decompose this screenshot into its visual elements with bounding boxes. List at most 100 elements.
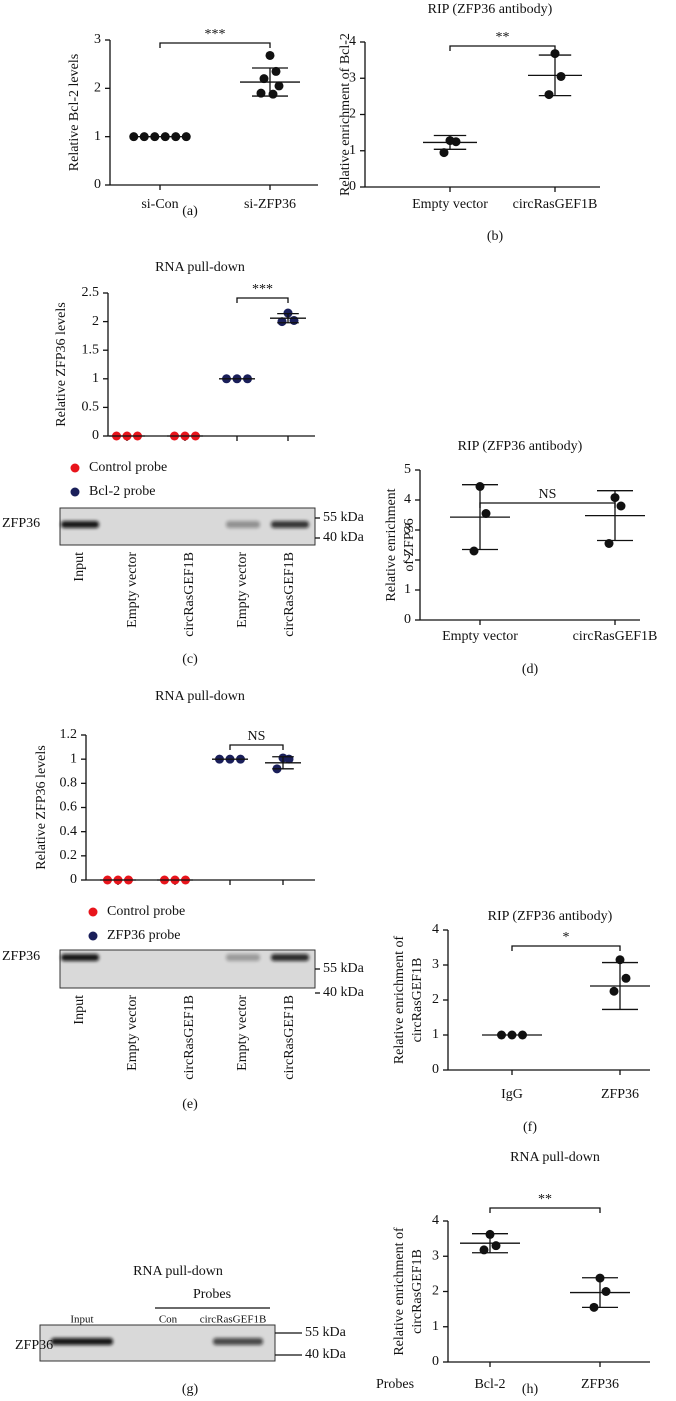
sd-bar — [462, 484, 498, 551]
x-tick-label: Bcl-2 — [474, 1377, 505, 1392]
x-tick-label: ZFP36 — [601, 1087, 639, 1102]
y-tick-label: 0 — [94, 177, 101, 192]
x-tick-label: si-Con — [141, 197, 178, 212]
panel-caption: (g) — [182, 1382, 199, 1397]
y-tick-label: 1 — [92, 371, 99, 386]
blot-band — [61, 954, 99, 961]
y-tick-label: 2 — [432, 992, 439, 1007]
data-point — [544, 90, 554, 100]
data-point — [550, 49, 560, 59]
significance-label: ** — [496, 30, 510, 45]
y-tick-label: 0.5 — [82, 400, 100, 415]
y-tick-label: 4 — [432, 1213, 439, 1228]
sd-bar — [272, 756, 294, 770]
lane-label: circRasGEF1B — [282, 552, 297, 637]
blot-band — [213, 1338, 263, 1345]
y-tick-label: 3 — [94, 32, 101, 47]
blot-row-label: ZFP36 — [2, 516, 40, 531]
data-point — [621, 973, 631, 983]
lane-label: circRasGEF1B — [200, 1314, 267, 1326]
blot-band — [226, 521, 260, 528]
blot-row-label: ZFP36 — [15, 1338, 53, 1353]
significance-bracket — [479, 502, 616, 508]
lane-label: Con — [159, 1314, 178, 1326]
data-point — [616, 501, 626, 511]
y-tick-label: 2 — [404, 552, 411, 567]
data-point — [265, 50, 275, 60]
data-point — [451, 137, 461, 147]
data-point — [604, 539, 614, 548]
y-axis-label: Relative enrichment of Bcl-2 — [338, 33, 353, 196]
y-tick-label: 1 — [349, 143, 356, 158]
sd-bar — [472, 1233, 508, 1254]
lane-label: circRasGEF1B — [182, 552, 197, 637]
y-tick-label: 4 — [349, 34, 356, 49]
data-point — [481, 509, 491, 518]
significance-bracket — [489, 1207, 601, 1213]
y-tick-label: 3 — [432, 957, 439, 972]
lane-label: Input — [70, 1314, 93, 1326]
chart-title: RNA pull-down — [155, 260, 245, 275]
y-tick-label: 3 — [432, 1248, 439, 1263]
sd-bar — [277, 312, 299, 324]
legend-label: Control probe — [107, 904, 185, 919]
blot-group-label: Probes — [193, 1287, 231, 1302]
sd-bar — [538, 54, 572, 97]
blot-title: RNA pull-down — [133, 1264, 223, 1279]
x-tick-label: Empty vector — [412, 197, 488, 212]
y-tick-label: 0.4 — [60, 824, 78, 839]
legend-marker — [70, 463, 80, 473]
legend-marker — [88, 931, 98, 941]
y-tick-label: 0 — [70, 872, 77, 887]
y-axis-label: Relative Bcl-2 levels — [67, 54, 82, 171]
significance-label: NS — [248, 729, 266, 744]
lane-label: circRasGEF1B — [282, 995, 297, 1080]
y-tick-label: 4 — [404, 492, 411, 507]
lane-label: Empty vector — [125, 995, 140, 1071]
legend-label: ZFP36 probe — [107, 928, 181, 943]
panel-caption: (d) — [522, 662, 539, 677]
y-tick-label: 0 — [432, 1354, 439, 1369]
panel-caption: (b) — [487, 229, 504, 244]
y-tick-label: 0.6 — [60, 800, 78, 815]
x-tick-label: Empty vector — [442, 629, 518, 644]
x-tick-label: circRasGEF1B — [513, 197, 598, 212]
sd-bar — [252, 67, 288, 97]
panel-caption: (a) — [182, 204, 198, 219]
data-point — [601, 1287, 611, 1296]
y-tick-label: 0 — [404, 612, 411, 627]
y-tick-label: 2.5 — [82, 285, 100, 300]
lane-label: Input — [72, 995, 87, 1025]
y-axis-label: Relative ZFP36 levels — [34, 745, 49, 869]
blot-band — [51, 1338, 113, 1345]
lane-label: Input — [72, 552, 87, 582]
lane-label: Empty vector — [125, 552, 140, 628]
lane-label: Empty vector — [235, 552, 250, 628]
y-tick-label: 2 — [94, 81, 101, 96]
y-tick-label: 1 — [432, 1027, 439, 1042]
y-axis-label: of ZFP36 — [402, 518, 417, 571]
blot-row-label: ZFP36 — [2, 949, 40, 964]
y-tick-label: 5 — [404, 462, 411, 477]
legend-label: Control probe — [89, 460, 167, 475]
y-tick-label: 1 — [432, 1319, 439, 1334]
chart-title: RNA pull-down — [155, 689, 245, 704]
data-point — [469, 546, 479, 556]
marker-label: 40 kDa — [305, 1347, 347, 1362]
y-tick-label: 1.5 — [82, 342, 100, 357]
y-axis-label: circRasGEF1B — [410, 958, 425, 1043]
x-tick-label: ZFP36 — [581, 1377, 619, 1392]
x-axis-label: Probes — [376, 1377, 414, 1392]
lane-label: Empty vector — [235, 995, 250, 1071]
y-axis-label: Relative ZFP36 levels — [54, 302, 69, 426]
sd-bar — [433, 134, 467, 150]
significance-label: ** — [538, 1192, 552, 1207]
x-tick-label: circRasGEF1B — [573, 629, 658, 644]
marker-label: 40 kDa — [323, 530, 365, 545]
significance-bracket — [449, 45, 556, 51]
legend-marker — [70, 487, 80, 497]
y-tick-label: 0 — [349, 179, 356, 194]
marker-label: 55 kDa — [323, 961, 365, 976]
y-tick-label: 4 — [432, 922, 439, 937]
significance-bracket — [159, 42, 271, 48]
